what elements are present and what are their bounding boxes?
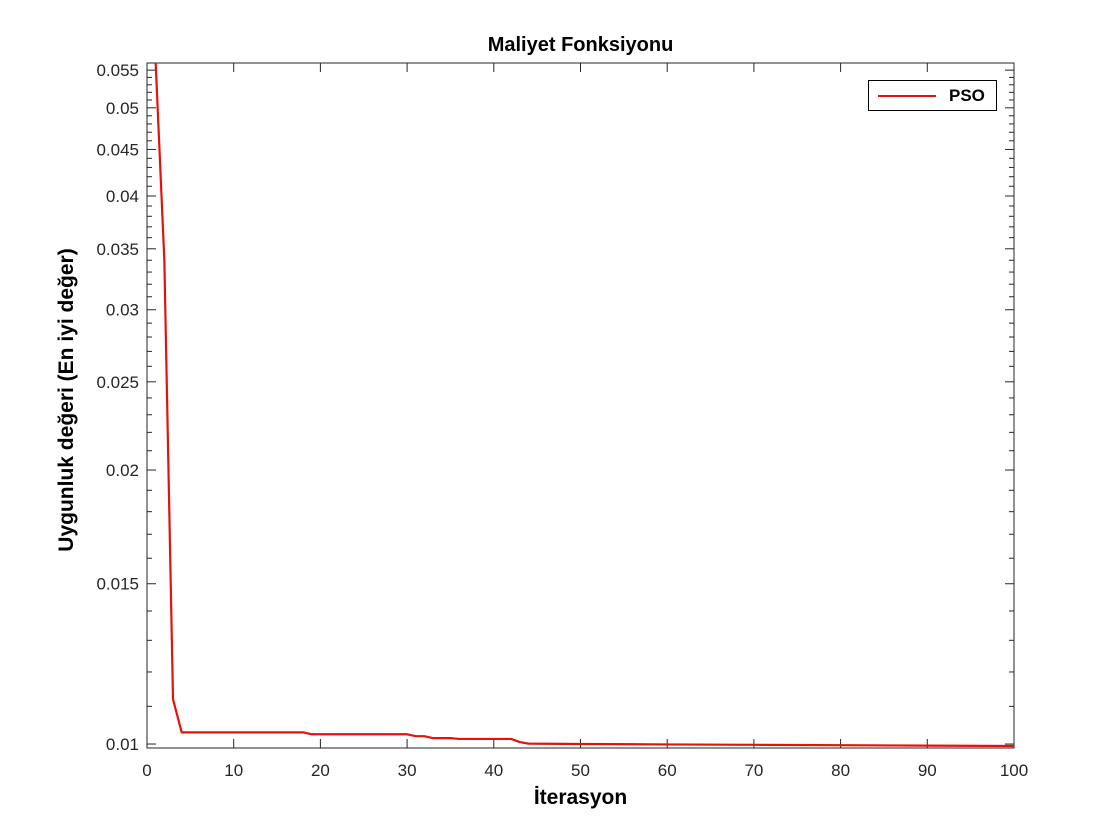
y-tick-label: 0.025	[96, 373, 139, 392]
legend: PSO	[868, 80, 997, 111]
x-tick-label: 80	[831, 761, 850, 780]
y-tick-label: 0.03	[106, 301, 139, 320]
x-tick-label: 40	[484, 761, 503, 780]
legend-label-pso: PSO	[949, 86, 985, 105]
x-tick-label: 0	[142, 761, 151, 780]
y-axis-label: Uygunluk değeri (En iyi değer)	[55, 248, 78, 552]
y-tick-label: 0.055	[96, 61, 139, 80]
x-tick-label: 60	[658, 761, 677, 780]
x-tick-label: 30	[398, 761, 417, 780]
y-tick-label: 0.035	[96, 240, 139, 259]
y-tick-label: 0.045	[96, 140, 139, 159]
legend-swatch-pso	[878, 95, 936, 97]
x-tick-label: 10	[224, 761, 243, 780]
y-tick-label: 0.05	[106, 99, 139, 118]
x-tick-label: 20	[311, 761, 330, 780]
x-tick-label: 50	[571, 761, 590, 780]
x-axis-label: İterasyon	[533, 786, 628, 809]
x-tick-label: 100	[1000, 761, 1028, 780]
series-line-pso	[154, 63, 1014, 748]
y-tick-label: 0.01	[106, 735, 139, 754]
axes-box	[146, 62, 1015, 749]
y-tick-label: 0.04	[106, 187, 139, 206]
y-tick-label: 0.02	[106, 461, 139, 480]
chart-title: Maliyet Fonksiyonu	[487, 34, 674, 56]
x-tick-label: 90	[918, 761, 937, 780]
x-tick-label: 70	[744, 761, 763, 780]
y-tick-label: 0.015	[96, 575, 139, 594]
